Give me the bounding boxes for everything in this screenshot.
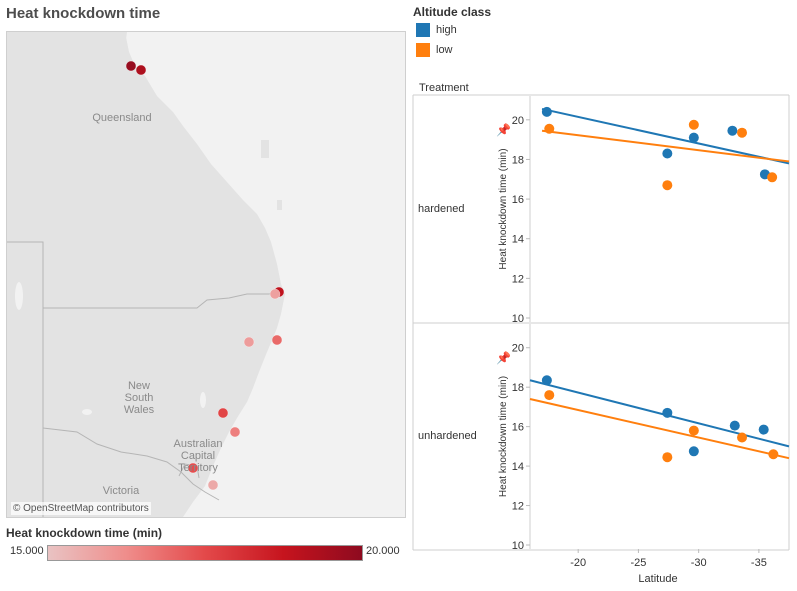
data-point-high xyxy=(541,375,552,386)
y-tick-label: 18 xyxy=(512,154,524,166)
map-label-act-line: Australian xyxy=(173,438,223,450)
map-canvas[interactable] xyxy=(7,32,405,517)
altitude-legend-title: Altitude class xyxy=(413,5,492,19)
map-view[interactable]: Queensland New South Wales Australian Ca… xyxy=(6,31,406,518)
data-point-high xyxy=(727,125,738,136)
legend-swatch-high xyxy=(416,23,430,37)
map-point xyxy=(271,334,283,346)
lake-shape xyxy=(82,409,92,415)
page-title: Heat knockdown time xyxy=(6,5,161,22)
y-tick-label: 16 xyxy=(512,422,524,434)
map-label-act-line: Territory xyxy=(178,462,218,474)
data-point-high xyxy=(758,424,769,435)
data-point-high xyxy=(662,407,673,418)
map-point xyxy=(217,407,229,419)
data-point-low xyxy=(737,127,748,138)
color-legend-max: 20.000 xyxy=(366,545,400,557)
map-label-nsw-line: Wales xyxy=(123,404,155,416)
color-legend-gradient xyxy=(47,545,363,561)
lake-shape xyxy=(15,282,23,310)
x-axis-title: Latitude xyxy=(638,573,677,585)
pin-icon: 📌 xyxy=(496,350,511,365)
cape-york-shape xyxy=(119,32,127,46)
y-axis-title: Heat knockdown time (min) xyxy=(498,148,509,269)
row-label-hardened: hardened xyxy=(418,203,465,215)
data-point-high xyxy=(688,132,699,143)
map-points[interactable] xyxy=(125,60,285,491)
y-axis-title: Heat knockdown time (min) xyxy=(498,376,509,497)
data-point-high xyxy=(662,148,673,159)
data-point-low xyxy=(662,452,673,463)
x-tick-label: -30 xyxy=(691,557,707,569)
data-point-low xyxy=(737,432,748,443)
data-point-low xyxy=(544,123,555,134)
map-label-nsw-line: South xyxy=(124,392,154,404)
y-tick-label: 16 xyxy=(512,194,524,206)
map-point xyxy=(207,479,219,491)
y-tick-label: 18 xyxy=(512,382,524,394)
data-point-high xyxy=(541,106,552,117)
trend-line-low xyxy=(529,398,790,460)
row-label-unhardened: unhardened xyxy=(418,430,477,442)
y-tick-label: 14 xyxy=(512,461,524,473)
facet-header: Treatment xyxy=(419,82,469,94)
legend-swatch-low xyxy=(416,43,430,57)
map-point xyxy=(187,462,199,474)
data-point-high xyxy=(729,420,740,431)
panel-unhardened: 10 12 14 16 18 20 Heat knockdown time (min) 📌 -2… xyxy=(496,324,790,569)
data-point-low xyxy=(768,449,779,460)
y-tick-label: 20 xyxy=(512,115,524,127)
y-tick-label: 12 xyxy=(512,501,524,513)
y-tick-label: 10 xyxy=(512,313,524,325)
data-point-high xyxy=(688,446,699,457)
land-shape xyxy=(7,32,285,517)
state-border xyxy=(42,427,220,501)
legend-item-low[interactable]: low xyxy=(416,43,453,57)
data-point-low xyxy=(767,172,778,183)
lake-shape xyxy=(200,392,206,408)
color-legend-min: 15.000 xyxy=(10,545,44,557)
map-label-queensland: Queensland xyxy=(92,112,152,124)
trend-line-high xyxy=(541,107,790,165)
y-tick-label: 20 xyxy=(512,343,524,355)
y-tick-label: 14 xyxy=(512,234,524,246)
map-label-act: Australian Capital Territory xyxy=(163,438,233,474)
map-point xyxy=(229,426,241,438)
map-label-nsw: New South Wales xyxy=(111,380,167,416)
y-tick-label: 10 xyxy=(512,540,524,552)
pin-icon: 📌 xyxy=(496,122,511,137)
trend-line-high xyxy=(529,379,790,448)
legend-item-high[interactable]: high xyxy=(416,23,457,37)
state-border xyxy=(43,291,284,309)
map-label-victoria: Victoria xyxy=(102,485,140,497)
data-point-low xyxy=(688,119,699,130)
map-point xyxy=(243,336,255,348)
map-point xyxy=(135,64,147,76)
map-credit[interactable]: © OpenStreetMap contributors xyxy=(11,502,151,515)
legend-label-high: high xyxy=(436,24,457,36)
trend-line-low xyxy=(541,129,790,163)
state-border xyxy=(7,241,44,517)
map-point xyxy=(269,288,281,300)
map-label-act-line: Capital xyxy=(180,450,216,462)
legend-label-low: low xyxy=(436,44,453,56)
data-point-low xyxy=(662,180,673,191)
map-label-nsw-line: New xyxy=(127,380,150,392)
x-tick-label: -20 xyxy=(570,557,586,569)
data-point-low xyxy=(544,390,555,401)
map-point xyxy=(125,60,137,72)
y-tick-label: 12 xyxy=(512,273,524,285)
panel-hardened: 10 12 14 16 18 20 Heat knockdown time (min) 📌 xyxy=(496,96,790,325)
data-point-low xyxy=(688,425,699,436)
island-shape xyxy=(261,140,269,158)
island-shape xyxy=(277,200,282,210)
x-tick-label: -25 xyxy=(630,557,646,569)
x-tick-label: -35 xyxy=(751,557,767,569)
color-legend-title: Heat knockdown time (min) xyxy=(6,526,163,540)
